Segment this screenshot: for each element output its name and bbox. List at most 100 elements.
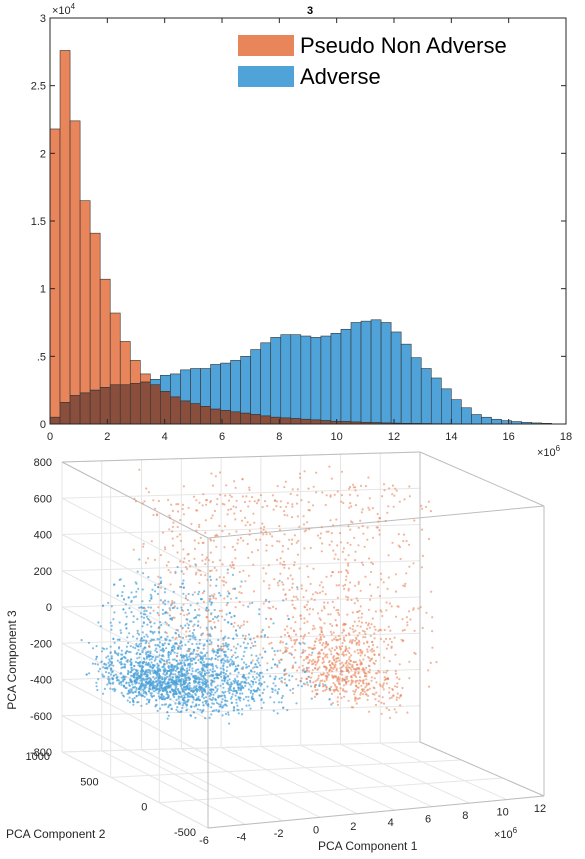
point-pseudo-non-adverse (299, 680, 301, 682)
point-pseudo-non-adverse (293, 657, 295, 659)
point-adverse (156, 683, 158, 685)
point-pseudo-non-adverse (296, 503, 298, 505)
point-adverse (149, 684, 151, 686)
point-adverse (236, 683, 238, 685)
point-adverse (138, 694, 140, 696)
point-pseudo-non-adverse (231, 496, 233, 498)
point-adverse (198, 678, 200, 680)
point-adverse (195, 662, 197, 664)
x-tick-label: 4 (162, 431, 168, 443)
point-pseudo-non-adverse (361, 562, 363, 564)
point-adverse (186, 670, 188, 672)
point-pseudo-non-adverse (364, 546, 366, 548)
point-pseudo-non-adverse (396, 490, 398, 492)
point-adverse (226, 613, 228, 615)
point-adverse (263, 689, 265, 691)
point-adverse (106, 648, 108, 650)
point-adverse (166, 636, 168, 638)
point-adverse (232, 638, 234, 640)
point-pseudo-non-adverse (276, 559, 278, 561)
point-pseudo-non-adverse (278, 660, 280, 662)
point-pseudo-non-adverse (397, 693, 399, 695)
point-pseudo-non-adverse (322, 586, 324, 588)
point-adverse (183, 669, 185, 671)
point-adverse (168, 651, 170, 653)
point-pseudo-non-adverse (372, 563, 374, 565)
point-pseudo-non-adverse (284, 634, 286, 636)
point-pseudo-non-adverse (214, 567, 216, 569)
point-pseudo-non-adverse (200, 633, 202, 635)
point-adverse (209, 689, 211, 691)
point-adverse (225, 651, 227, 653)
bar-adverse (491, 419, 501, 424)
point-adverse (111, 625, 113, 627)
point-pseudo-non-adverse (252, 659, 254, 661)
point-pseudo-non-adverse (261, 631, 263, 633)
bar-adverse (381, 323, 391, 423)
point-pseudo-non-adverse (317, 677, 319, 679)
point-adverse (256, 666, 258, 668)
point-adverse (251, 670, 253, 672)
point-pseudo-non-adverse (209, 584, 211, 586)
point-pseudo-non-adverse (157, 576, 159, 578)
point-pseudo-non-adverse (223, 546, 225, 548)
point-pseudo-non-adverse (406, 616, 408, 618)
y-tick-label: .5 (37, 351, 46, 363)
point-pseudo-non-adverse (252, 564, 254, 566)
point-pseudo-non-adverse (408, 544, 410, 546)
point-adverse (162, 666, 164, 668)
point-pseudo-non-adverse (312, 681, 314, 683)
point-adverse (130, 664, 132, 666)
point-pseudo-non-adverse (263, 526, 265, 528)
point-pseudo-non-adverse (331, 532, 333, 534)
point-adverse (226, 700, 228, 702)
point-adverse (227, 621, 229, 623)
point-pseudo-non-adverse (284, 564, 286, 566)
point-pseudo-non-adverse (359, 520, 361, 522)
point-pseudo-non-adverse (210, 472, 212, 474)
point-adverse (237, 709, 239, 711)
point-pseudo-non-adverse (376, 672, 378, 674)
point-adverse (189, 685, 191, 687)
point-pseudo-non-adverse (241, 592, 243, 594)
point-adverse (172, 637, 174, 639)
point-pseudo-non-adverse (144, 608, 146, 610)
point-adverse (169, 614, 171, 616)
point-adverse (235, 665, 237, 667)
bar-overlap (251, 415, 261, 424)
point-pseudo-non-adverse (330, 666, 332, 668)
point-adverse (156, 644, 158, 646)
point-pseudo-non-adverse (315, 638, 317, 640)
point-pseudo-non-adverse (365, 678, 367, 680)
point-adverse (172, 676, 174, 678)
point-adverse (272, 622, 274, 624)
point-pseudo-non-adverse (291, 506, 293, 508)
point-adverse (133, 687, 135, 689)
point-adverse (221, 679, 223, 681)
point-adverse (226, 666, 228, 668)
point-pseudo-non-adverse (347, 563, 349, 565)
point-pseudo-non-adverse (338, 681, 340, 683)
point-pseudo-non-adverse (388, 691, 390, 693)
point-adverse (108, 665, 110, 667)
point-pseudo-non-adverse (349, 544, 351, 546)
point-pseudo-non-adverse (369, 627, 371, 629)
point-pseudo-non-adverse (330, 689, 332, 691)
point-pseudo-non-adverse (296, 494, 298, 496)
point-pseudo-non-adverse (378, 654, 380, 656)
point-adverse (110, 673, 112, 675)
point-adverse (147, 683, 149, 685)
point-pseudo-non-adverse (241, 520, 243, 522)
point-adverse (205, 685, 207, 687)
point-adverse (247, 606, 249, 608)
point-pseudo-non-adverse (310, 547, 312, 549)
point-adverse (213, 677, 215, 679)
point-pseudo-non-adverse (267, 636, 269, 638)
point-pseudo-non-adverse (226, 604, 228, 606)
point-pseudo-non-adverse (360, 654, 362, 656)
point-adverse (247, 696, 249, 698)
point-pseudo-non-adverse (368, 682, 370, 684)
point-pseudo-non-adverse (336, 584, 338, 586)
point-pseudo-non-adverse (379, 533, 381, 535)
